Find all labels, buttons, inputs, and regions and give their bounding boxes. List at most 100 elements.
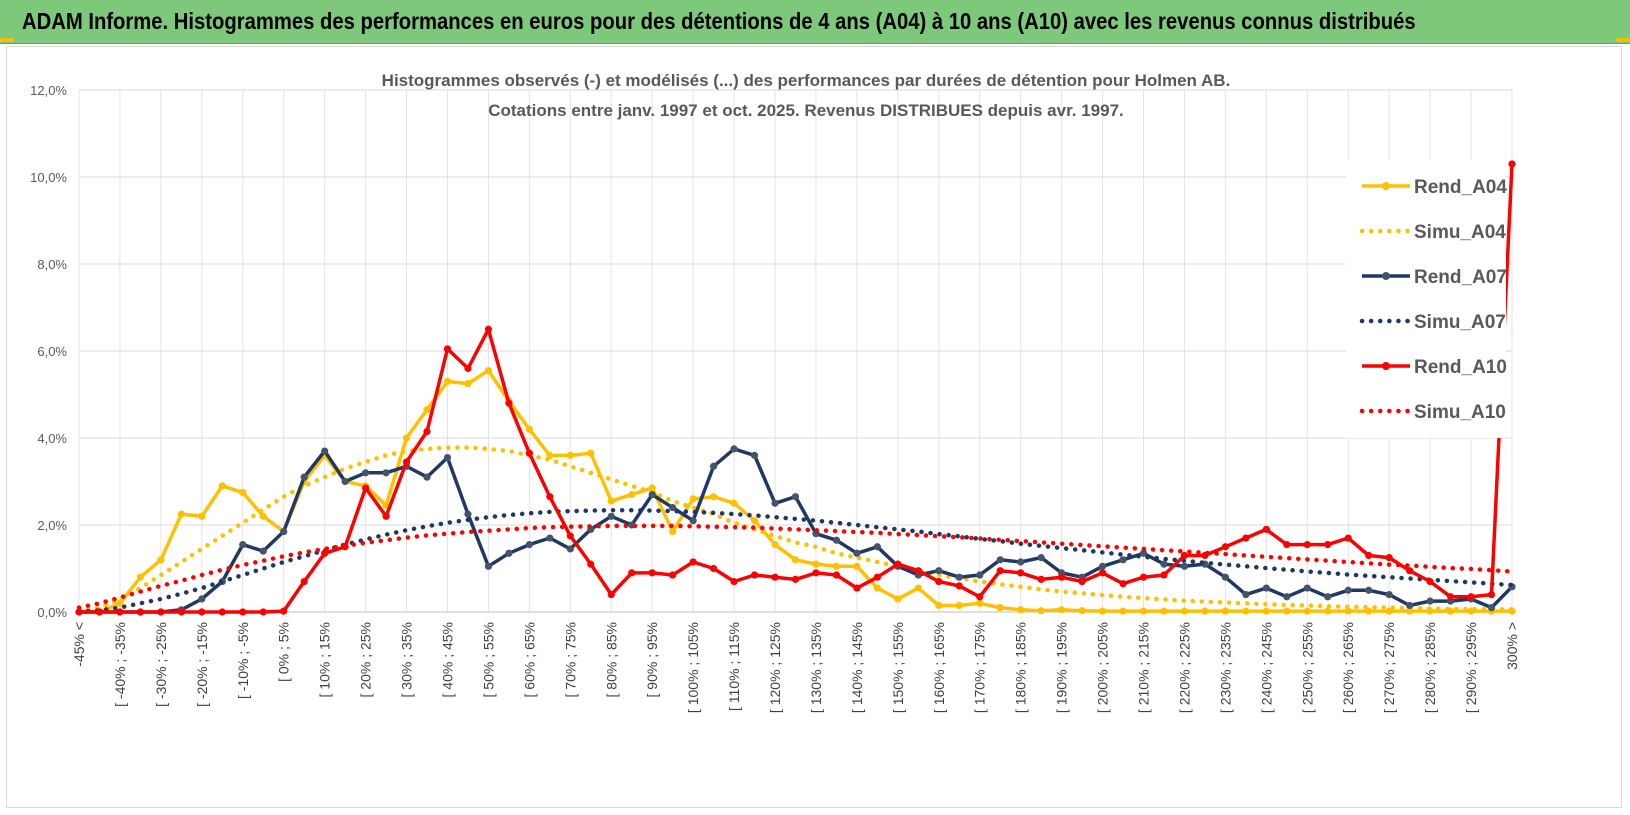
- data-point-rend-a07: [935, 567, 943, 575]
- data-point-rend-a10: [771, 573, 779, 581]
- legend-label-rend-a07: Rend_A07: [1414, 267, 1507, 288]
- data-point-rend-a10: [1037, 575, 1045, 583]
- data-point-rend-a07: [996, 556, 1004, 564]
- data-point-rend-a04: [566, 451, 574, 459]
- data-point-rend-a10: [1324, 540, 1332, 549]
- data-point-rend-a10: [1344, 534, 1352, 542]
- data-point-rend-a04: [1119, 607, 1127, 615]
- data-point-rend-a07: [1303, 584, 1311, 592]
- data-point-rend-a04: [812, 560, 820, 568]
- data-point-rend-a07: [239, 540, 247, 549]
- x-tick-label: [ -10% ; -5%: [235, 622, 251, 699]
- data-point-rend-a04: [832, 562, 841, 570]
- data-point-rend-a04: [239, 488, 247, 496]
- data-point-rend-a10: [116, 608, 124, 616]
- data-point-rend-a10: [239, 608, 247, 616]
- data-point-rend-a07: [1098, 562, 1107, 570]
- data-point-rend-a10: [1365, 551, 1373, 560]
- data-point-rend-a07: [1487, 604, 1496, 612]
- y-tick-label: 4,0%: [37, 431, 67, 446]
- data-point-rend-a10: [443, 345, 452, 353]
- data-point-rend-a07: [525, 540, 533, 549]
- data-point-rend-a10: [362, 484, 370, 492]
- data-point-rend-a04: [1037, 607, 1045, 615]
- x-tick-label: [ 270% ; 275%: [1381, 622, 1397, 713]
- legend-marker-rend-a07: [1382, 272, 1390, 280]
- data-point-rend-a07: [791, 493, 800, 501]
- data-point-rend-a10: [464, 364, 472, 372]
- y-tick-label: 2,0%: [37, 518, 67, 533]
- data-point-rend-a10: [1139, 573, 1148, 581]
- data-point-rend-a07: [259, 547, 267, 555]
- series-line-rend-a10: [79, 163, 1514, 614]
- data-point-rend-a04: [136, 573, 145, 581]
- data-point-rend-a04: [1017, 606, 1025, 614]
- data-point-rend-a10: [1283, 540, 1291, 549]
- data-point-rend-a04: [894, 595, 902, 603]
- data-point-rend-a04: [935, 601, 943, 610]
- series-lines: [75, 160, 1516, 616]
- x-tick-label: [ 50% ; 55%: [480, 622, 496, 698]
- data-point-rend-a04: [423, 406, 431, 414]
- x-tick-label: [ 40% ; 45%: [439, 622, 455, 698]
- data-point-rend-a10: [546, 493, 554, 501]
- data-point-rend-a10: [75, 608, 83, 616]
- data-point-rend-a10: [812, 569, 820, 577]
- y-tick-label: 6,0%: [37, 344, 67, 359]
- x-tick-label: [ 20% ; 25%: [358, 622, 374, 698]
- data-point-rend-a10: [280, 607, 288, 615]
- data-point-rend-a10: [648, 569, 656, 577]
- data-point-rend-a04: [1283, 607, 1291, 615]
- data-point-rend-a10: [177, 608, 185, 616]
- data-point-rend-a04: [1385, 607, 1393, 615]
- x-tick-label: [ 140% ; 145%: [849, 622, 865, 713]
- legend-label-simu-a04: Simu_A04: [1414, 222, 1506, 243]
- data-point-rend-a04: [402, 434, 411, 442]
- data-point-rend-a07: [1385, 591, 1393, 599]
- data-point-rend-a10: [1406, 567, 1414, 575]
- data-point-rend-a10: [136, 608, 145, 616]
- chart-title-line-1: Histogrammes observés (-) et modélisés (…: [382, 71, 1231, 90]
- data-point-rend-a07: [607, 512, 615, 520]
- data-point-rend-a10: [1467, 593, 1475, 601]
- data-point-rend-a07: [1017, 558, 1025, 566]
- data-point-rend-a10: [669, 571, 677, 579]
- data-point-rend-a07: [750, 451, 759, 459]
- data-point-rend-a10: [750, 571, 759, 579]
- data-point-rend-a07: [669, 504, 677, 512]
- data-point-rend-a10: [566, 532, 574, 540]
- data-point-rend-a04: [996, 604, 1004, 612]
- data-point-rend-a04: [1221, 607, 1229, 615]
- data-point-rend-a10: [689, 558, 697, 566]
- data-point-rend-a10: [1221, 543, 1229, 551]
- data-point-rend-a07: [280, 527, 288, 536]
- x-tick-label: [ 30% ; 35%: [399, 622, 415, 698]
- data-point-rend-a07: [382, 469, 390, 477]
- data-point-rend-a10: [259, 608, 267, 616]
- x-tick-label: [ 100% ; 105%: [685, 622, 701, 713]
- gridlines: [78, 89, 1513, 613]
- data-point-rend-a04: [791, 556, 800, 564]
- data-point-rend-a10: [935, 577, 943, 586]
- legend-label-simu-a10: Simu_A10: [1414, 402, 1506, 423]
- legend-marker-rend-a04: [1382, 182, 1390, 190]
- data-point-rend-a10: [525, 449, 533, 457]
- data-point-rend-a04: [525, 425, 533, 433]
- data-point-rend-a04: [1078, 607, 1086, 615]
- data-point-rend-a10: [894, 560, 902, 568]
- data-point-rend-a07: [1180, 562, 1189, 570]
- series-line-simu-a10: [76, 523, 1515, 610]
- y-tick-label: 12,0%: [30, 83, 67, 98]
- data-point-rend-a04: [750, 517, 759, 525]
- data-point-rend-a04: [1160, 607, 1168, 615]
- data-point-rend-a10: [95, 608, 104, 616]
- x-tick-label: [ 220% ; 225%: [1176, 622, 1192, 713]
- data-point-rend-a10: [1242, 534, 1250, 542]
- data-point-rend-a10: [1508, 160, 1516, 168]
- data-point-rend-a04: [628, 490, 636, 499]
- data-point-rend-a07: [464, 510, 472, 518]
- data-point-rend-a04: [730, 499, 738, 507]
- data-point-rend-a10: [1426, 577, 1434, 586]
- data-point-rend-a04: [710, 493, 718, 501]
- y-tick-label: 0,0%: [37, 605, 67, 620]
